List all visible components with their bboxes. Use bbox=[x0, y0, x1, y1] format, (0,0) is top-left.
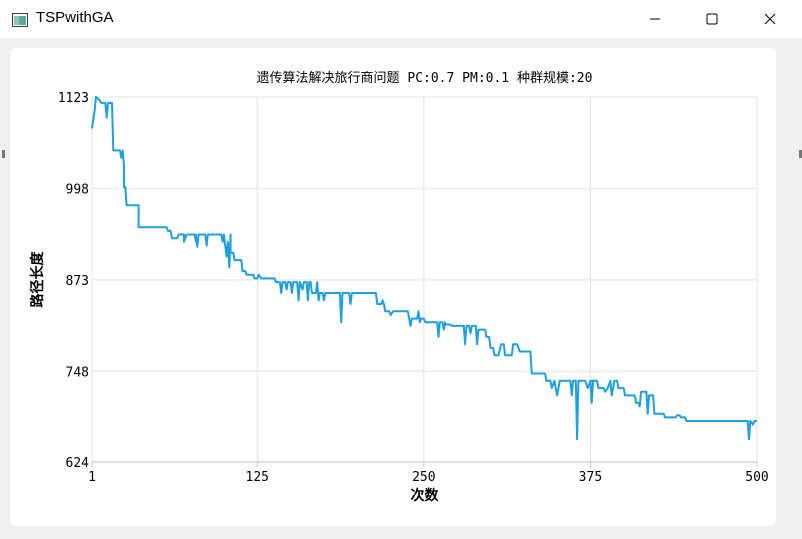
x-tick-label: 250 bbox=[412, 470, 435, 485]
minimize-button[interactable] bbox=[627, 0, 683, 38]
x-tick-label: 500 bbox=[745, 470, 768, 485]
x-tick-label: 375 bbox=[579, 470, 602, 485]
minimize-icon bbox=[649, 10, 661, 29]
chart-title: 遗传算法解决旅行商问题 PC:0.7 PM:0.1 种群规模:20 bbox=[257, 71, 593, 86]
x-tick-label: 125 bbox=[246, 470, 269, 485]
edge-scroll-mark bbox=[799, 150, 802, 158]
close-button[interactable] bbox=[742, 0, 798, 38]
maximize-button[interactable] bbox=[684, 0, 740, 38]
y-tick-label: 748 bbox=[66, 365, 89, 380]
series-line bbox=[91, 96, 757, 441]
app-window-icon bbox=[12, 12, 28, 27]
line-chart: 1 125 250 375 500 624 748 873 998 1123 遗传算法解决旅行商问… bbox=[29, 71, 769, 504]
y-tick-label: 624 bbox=[66, 456, 90, 471]
y-tick-label: 998 bbox=[66, 182, 89, 197]
close-icon bbox=[764, 10, 776, 29]
edge-scroll-mark bbox=[2, 150, 5, 158]
grid bbox=[91, 96, 758, 463]
tick-labels: 1 125 250 375 500 624 748 873 998 1123 bbox=[58, 91, 769, 485]
maximize-icon bbox=[706, 10, 718, 29]
x-tick-label: 1 bbox=[88, 470, 96, 485]
y-tick-label: 873 bbox=[66, 274, 89, 289]
window-title: TSPwithGA bbox=[36, 9, 114, 26]
title-bar[interactable]: TSPwithGA bbox=[0, 0, 802, 38]
x-axis-label: 次数 bbox=[411, 487, 440, 504]
chart-panel: 1 125 250 375 500 624 748 873 998 1123 遗传算法解决旅行商问… bbox=[10, 48, 776, 526]
y-axis-label: 路径长度 bbox=[29, 251, 46, 308]
y-tick-label: 1123 bbox=[58, 91, 89, 106]
